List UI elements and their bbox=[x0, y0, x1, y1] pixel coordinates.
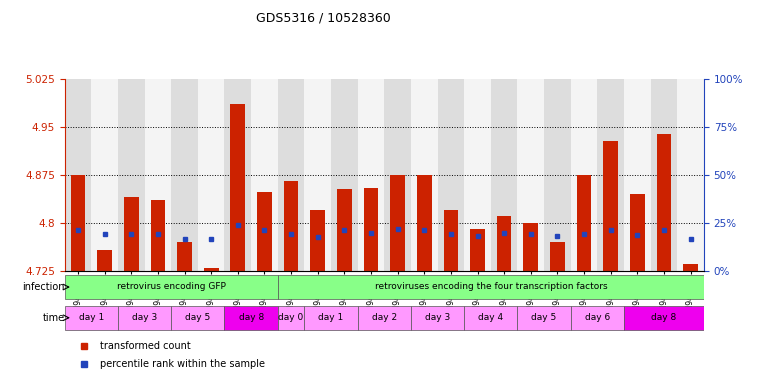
Text: GDS5316 / 10528360: GDS5316 / 10528360 bbox=[256, 12, 391, 25]
Bar bbox=[544, 79, 571, 271]
Text: percentile rank within the sample: percentile rank within the sample bbox=[100, 359, 265, 369]
Bar bbox=[651, 79, 677, 271]
Bar bbox=[491, 79, 517, 271]
Bar bbox=[124, 197, 139, 271]
Bar bbox=[91, 79, 118, 271]
Bar bbox=[624, 306, 704, 330]
Bar bbox=[657, 134, 671, 271]
Bar bbox=[171, 306, 224, 330]
Bar bbox=[517, 79, 544, 271]
Text: day 1: day 1 bbox=[318, 313, 344, 322]
Bar bbox=[571, 79, 597, 271]
Bar bbox=[177, 242, 192, 271]
Bar bbox=[284, 181, 298, 271]
Bar bbox=[358, 306, 411, 330]
Bar bbox=[603, 141, 618, 271]
Text: retrovirus encoding GFP: retrovirus encoding GFP bbox=[116, 282, 226, 291]
Text: day 5: day 5 bbox=[531, 313, 557, 322]
Text: infection: infection bbox=[22, 282, 65, 292]
Bar bbox=[624, 79, 651, 271]
Text: day 3: day 3 bbox=[132, 313, 158, 322]
Bar bbox=[577, 175, 591, 271]
Bar bbox=[517, 306, 571, 330]
Bar bbox=[198, 79, 224, 271]
Text: time: time bbox=[43, 313, 65, 323]
Bar bbox=[438, 79, 464, 271]
Bar bbox=[304, 306, 358, 330]
Text: day 0: day 0 bbox=[279, 313, 304, 322]
Bar bbox=[464, 79, 491, 271]
Bar bbox=[384, 79, 411, 271]
Bar bbox=[204, 268, 218, 271]
Text: day 8: day 8 bbox=[238, 313, 264, 322]
Bar bbox=[118, 79, 145, 271]
Bar bbox=[97, 250, 112, 271]
Bar bbox=[683, 264, 698, 271]
Bar bbox=[470, 229, 485, 271]
Bar bbox=[278, 275, 704, 299]
Bar bbox=[71, 175, 85, 271]
Bar bbox=[390, 175, 405, 271]
Text: day 3: day 3 bbox=[425, 313, 451, 322]
Bar bbox=[224, 306, 278, 330]
Bar bbox=[550, 242, 565, 271]
Bar bbox=[278, 79, 304, 271]
Bar bbox=[310, 210, 325, 271]
Text: day 1: day 1 bbox=[78, 313, 104, 322]
Bar bbox=[65, 79, 91, 271]
Bar bbox=[358, 79, 384, 271]
Text: day 4: day 4 bbox=[478, 313, 504, 322]
Text: day 5: day 5 bbox=[185, 313, 211, 322]
Bar bbox=[118, 306, 171, 330]
Bar bbox=[630, 194, 645, 271]
Bar bbox=[278, 306, 304, 330]
Bar bbox=[145, 79, 171, 271]
Bar bbox=[411, 306, 464, 330]
Bar bbox=[151, 200, 165, 271]
Text: transformed count: transformed count bbox=[100, 341, 190, 351]
Bar bbox=[231, 104, 245, 271]
Bar bbox=[251, 79, 278, 271]
Text: day 6: day 6 bbox=[584, 313, 610, 322]
Bar bbox=[411, 79, 438, 271]
Bar bbox=[417, 175, 431, 271]
Text: day 8: day 8 bbox=[651, 313, 677, 322]
Bar bbox=[464, 306, 517, 330]
Bar bbox=[224, 79, 251, 271]
Bar bbox=[677, 79, 704, 271]
Bar bbox=[444, 210, 458, 271]
Bar bbox=[497, 216, 511, 271]
Bar bbox=[337, 189, 352, 271]
Bar bbox=[65, 275, 278, 299]
Text: day 2: day 2 bbox=[371, 313, 397, 322]
Bar bbox=[65, 306, 118, 330]
Bar bbox=[364, 187, 378, 271]
Text: retroviruses encoding the four transcription factors: retroviruses encoding the four transcrip… bbox=[374, 282, 607, 291]
Bar bbox=[597, 79, 624, 271]
Bar bbox=[304, 79, 331, 271]
Bar bbox=[257, 192, 272, 271]
Bar bbox=[524, 223, 538, 271]
Bar bbox=[171, 79, 198, 271]
Bar bbox=[571, 306, 624, 330]
Bar bbox=[331, 79, 358, 271]
